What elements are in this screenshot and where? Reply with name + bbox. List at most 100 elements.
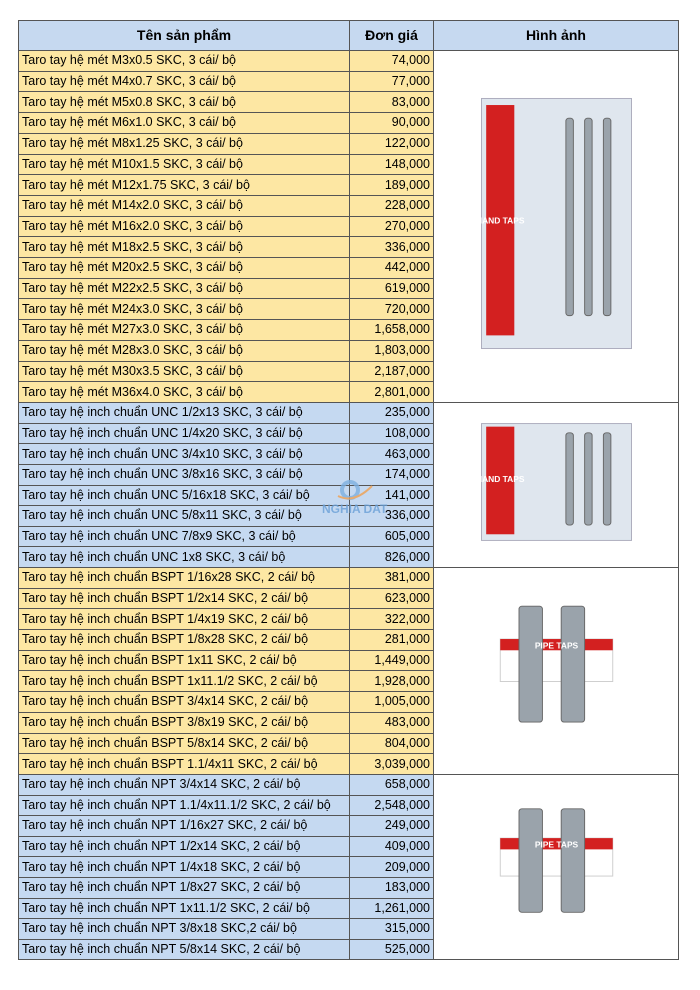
product-name: Taro tay hệ mét M16x2.0 SKC, 3 cái/ bộ [18, 215, 350, 238]
table-row: Taro tay hệ mét M22x2.5 SKC, 3 cái/ bộ 61… [18, 277, 679, 300]
pipe-taps-bspt-image: PIPE TAPS [499, 605, 613, 723]
table-row: Taro tay hệ inch chuẩn NPT 1.1/4x11.1/2 … [18, 794, 679, 817]
product-name: Taro tay hệ inch chuẩn BSPT 1/16x28 SKC,… [18, 567, 350, 589]
unit-price: 281,000 [349, 629, 434, 651]
table-row: Taro tay hệ mét M4x0.7 SKC, 3 cái/ bộ 77,… [18, 70, 679, 93]
unit-price: 804,000 [349, 732, 434, 755]
product-name: Taro tay hệ mét M3x0.5 SKC, 3 cái/ bộ [18, 50, 350, 72]
table-row: Taro tay hệ inch chuẩn UNC 5/8x11 SKC, 3… [18, 505, 679, 527]
unit-price: 525,000 [349, 938, 434, 961]
unit-price: 336,000 [349, 236, 434, 259]
unit-price: 1,261,000 [349, 897, 434, 920]
unit-price: 463,000 [349, 443, 434, 465]
product-name: Taro tay hệ inch chuẩn NPT 3/4x14 SKC, 2… [18, 774, 350, 796]
product-name: Taro tay hệ mét M24x3.0 SKC, 3 cái/ bộ [18, 298, 350, 321]
table-row: Taro tay hệ mét M3x0.5 SKC, 3 cái/ bộ 74,… [18, 50, 679, 403]
table-row: Taro tay hệ mét M27x3.0 SKC, 3 cái/ bộ 1,… [18, 319, 679, 341]
table-row: Taro tay hệ inch chuẩn UNC 1/2x13 SKC, 3… [18, 402, 679, 568]
table-row: Taro tay hệ inch chuẩn NPT 1x11.1/2 SKC,… [18, 897, 679, 920]
product-name: Taro tay hệ mét M4x0.7 SKC, 3 cái/ bộ [18, 70, 350, 93]
header-image: Hình ảnh [433, 20, 679, 51]
product-name: Taro tay hệ inch chuẩn NPT 1/8x27 SKC, 2… [18, 876, 350, 899]
unit-price: 148,000 [349, 153, 434, 176]
product-name: Taro tay hệ inch chuẩn NPT 1.1/4x11.1/2 … [18, 794, 350, 817]
table-row: Taro tay hệ inch chuẩn BSPT 1/4x19 SKC, … [18, 608, 679, 631]
product-name: Taro tay hệ inch chuẩn BSPT 3/8x19 SKC, … [18, 711, 350, 734]
hand-taps-box-image: HAND TAPS [475, 97, 632, 350]
product-name: Taro tay hệ inch chuẩn NPT 1/16x27 SKC, … [18, 815, 350, 837]
table-header: Tên sản phẩm Đơn giá Hình ảnh [18, 20, 679, 51]
unit-price: 1,928,000 [349, 670, 434, 693]
table-row: Taro tay hệ mét M10x1.5 SKC, 3 cái/ bộ 14… [18, 153, 679, 176]
svg-text:HAND TAPS: HAND TAPS [475, 216, 524, 226]
unit-price: 658,000 [349, 774, 434, 796]
table-row: Taro tay hệ inch chuẩn UNC 5/16x18 SKC, … [18, 484, 679, 507]
product-name: Taro tay hệ mét M30x3.5 SKC, 3 cái/ bộ [18, 360, 350, 383]
product-name: Taro tay hệ mét M10x1.5 SKC, 3 cái/ bộ [18, 153, 350, 176]
unit-price: 174,000 [349, 463, 434, 486]
product-name: Taro tay hệ mét M20x2.5 SKC, 3 cái/ bộ [18, 257, 350, 279]
unit-price: 249,000 [349, 815, 434, 837]
product-name: Taro tay hệ mét M6x1.0 SKC, 3 cái/ bộ [18, 112, 350, 134]
unit-price: 2,187,000 [349, 360, 434, 383]
product-name: Taro tay hệ inch chuẩn NPT 1x11.1/2 SKC,… [18, 897, 350, 920]
product-name: Taro tay hệ inch chuẩn BSPT 1x11 SKC, 2 … [18, 649, 350, 672]
table-row: Taro tay hệ inch chuẩn NPT 3/8x18 SKC,2 … [18, 918, 679, 940]
product-name: Taro tay hệ inch chuẩn UNC 1/4x20 SKC, 3… [18, 422, 350, 445]
unit-price: 77,000 [349, 70, 434, 93]
table-row: Taro tay hệ mét M20x2.5 SKC, 3 cái/ bộ 44… [18, 257, 679, 279]
product-name: Taro tay hệ mét M12x1.75 SKC, 3 cái/ bộ [18, 174, 350, 196]
svg-text:PIPE TAPS: PIPE TAPS [534, 840, 578, 850]
table-row: Taro tay hệ inch chuẩn UNC 1/4x20 SKC, 3… [18, 422, 679, 445]
header-unit-price: Đơn giá [349, 20, 434, 51]
product-name: Taro tay hệ inch chuẩn BSPT 1/8x28 SKC, … [18, 629, 350, 651]
unit-price: 483,000 [349, 711, 434, 734]
unit-price: 90,000 [349, 112, 434, 134]
table-row: Taro tay hệ inch chuẩn BSPT 1/8x28 SKC, … [18, 629, 679, 651]
table-row: Taro tay hệ inch chuẩn NPT 5/8x14 SKC, 2… [18, 938, 679, 961]
table-row: Taro tay hệ inch chuẩn BSPT 5/8x14 SKC, … [18, 732, 679, 755]
product-name: Taro tay hệ mét M36x4.0 SKC, 3 cái/ bộ [18, 381, 350, 403]
table-row: Taro tay hệ mét M6x1.0 SKC, 3 cái/ bộ 90,… [18, 112, 679, 134]
unit-price: 2,801,000 [349, 381, 434, 403]
table-row: Taro tay hệ inch chuẩn NPT 3/4x14 SKC, 2… [18, 773, 679, 961]
hand-taps-unc-image: HAND TAPS [475, 423, 632, 541]
unit-price: 235,000 [349, 402, 434, 424]
product-name: Taro tay hệ inch chuẩn UNC 1/2x13 SKC, 3… [18, 402, 350, 424]
table-row: Taro tay hệ mét M5x0.8 SKC, 3 cái/ bộ 83,… [18, 91, 679, 114]
unit-price: 1,449,000 [349, 649, 434, 672]
unit-price: 183,000 [349, 876, 434, 899]
unit-price: 623,000 [349, 587, 434, 610]
unit-price: 108,000 [349, 422, 434, 445]
product-name: Taro tay hệ inch chuẩn UNC 3/8x16 SKC, 3… [18, 463, 350, 486]
product-name: Taro tay hệ inch chuẩn UNC 5/16x18 SKC, … [18, 484, 350, 507]
table-row: Taro tay hệ inch chuẩn NPT 1/16x27 SKC, … [18, 815, 679, 837]
product-name: Taro tay hệ inch chuẩn UNC 5/8x11 SKC, 3… [18, 505, 350, 527]
unit-price: 322,000 [349, 608, 434, 631]
table-row: Taro tay hệ mét M30x3.5 SKC, 3 cái/ bộ 2,… [18, 360, 679, 383]
unit-price: 228,000 [349, 194, 434, 217]
unit-price: 442,000 [349, 257, 434, 279]
unit-price: 1,005,000 [349, 691, 434, 713]
table-row: Taro tay hệ mét M12x1.75 SKC, 3 cái/ bộ 1… [18, 174, 679, 196]
unit-price: 826,000 [349, 546, 434, 568]
unit-price: 720,000 [349, 298, 434, 321]
product-name: Taro tay hệ inch chuẩn NPT 1/2x14 SKC, 2… [18, 835, 350, 858]
unit-price: 605,000 [349, 525, 434, 548]
product-name: Taro tay hệ inch chuẩn NPT 5/8x14 SKC, 2… [18, 938, 350, 961]
unit-price: 270,000 [349, 215, 434, 238]
unit-price: 141,000 [349, 484, 434, 507]
unit-price: 1,803,000 [349, 339, 434, 362]
product-name: Taro tay hệ inch chuẩn BSPT 1x11.1/2 SKC… [18, 670, 350, 693]
product-name: Taro tay hệ inch chuẩn UNC 7/8x9 SKC, 3 … [18, 525, 350, 548]
product-image-cell: PIPE TAPS [433, 567, 679, 775]
unit-price: 381,000 [349, 567, 434, 589]
unit-price: 409,000 [349, 835, 434, 858]
pipe-taps-npt-image: PIPE TAPS [499, 808, 613, 913]
unit-price: 189,000 [349, 174, 434, 196]
svg-text:HAND TAPS: HAND TAPS [475, 474, 524, 484]
product-name: Taro tay hệ mét M18x2.5 SKC, 3 cái/ bộ [18, 236, 350, 259]
product-name: Taro tay hệ mét M22x2.5 SKC, 3 cái/ bộ [18, 277, 350, 300]
table-row: Taro tay hệ mét M18x2.5 SKC, 3 cái/ bộ 33… [18, 236, 679, 259]
product-image-cell: PIPE TAPS [433, 773, 679, 961]
